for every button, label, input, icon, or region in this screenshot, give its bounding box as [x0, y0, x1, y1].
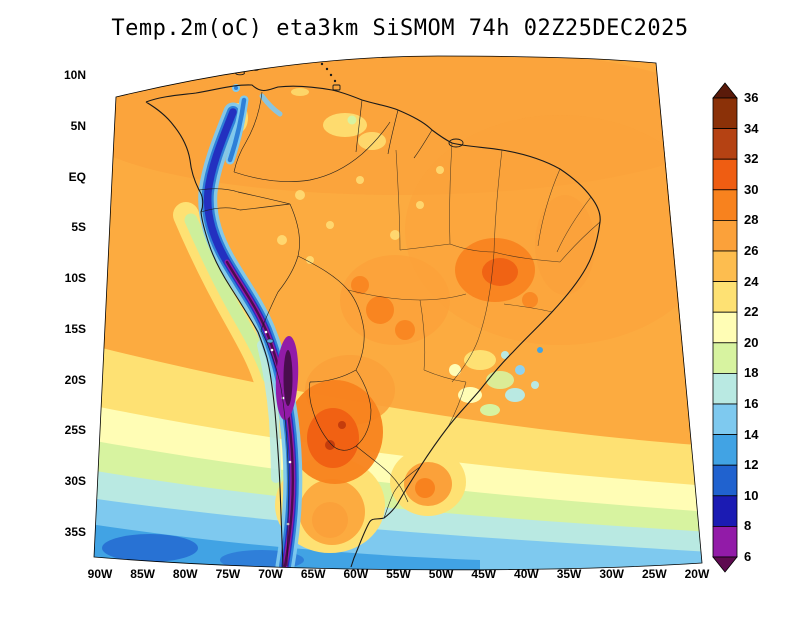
- colorbar-band: [713, 251, 737, 282]
- lat-tick-label: 25S: [38, 423, 86, 437]
- colorbar-tick-label: 20: [744, 335, 758, 351]
- weather-plot-page: Temp.2m(oC) eta3km SiSMOM 74h 02Z25DEC20…: [0, 0, 800, 618]
- colorbar-tick-label: 32: [744, 151, 758, 167]
- temperature-field: [70, 45, 730, 582]
- lat-tick-label: EQ: [38, 170, 86, 184]
- colorbar-tick-label: 8: [744, 518, 751, 534]
- lon-tick-label: 45W: [462, 567, 506, 581]
- lon-tick-label: 40W: [504, 567, 548, 581]
- colorbar-tick-label: 26: [744, 243, 758, 259]
- lat-tick-label: 10N: [38, 68, 86, 82]
- lon-tick-label: 30W: [590, 567, 634, 581]
- lat-tick-label: 15S: [38, 322, 86, 336]
- colorbar: [713, 83, 737, 572]
- colorbar-band: [713, 83, 737, 98]
- colorbar-band: [713, 190, 737, 221]
- colorbar-tick-label: 36: [744, 90, 758, 106]
- colorbar-tick-label: 10: [744, 488, 758, 504]
- colorbar-band: [713, 496, 737, 527]
- lon-tick-label: 60W: [334, 567, 378, 581]
- lon-tick-label: 20W: [675, 567, 719, 581]
- lat-tick-label: 10S: [38, 271, 86, 285]
- colorbar-tick-label: 12: [744, 457, 758, 473]
- colorbar-tick-label: 16: [744, 396, 758, 412]
- lat-tick-label: 30S: [38, 474, 86, 488]
- colorbar-tick-label: 14: [744, 427, 758, 443]
- lat-tick-label: 5S: [38, 220, 86, 234]
- colorbar-band: [713, 220, 737, 251]
- colorbar-band: [713, 373, 737, 404]
- temperature-map-canvas: [0, 0, 800, 618]
- lon-tick-label: 35W: [547, 567, 591, 581]
- colorbar-band: [713, 282, 737, 313]
- colorbar-band: [713, 526, 737, 557]
- lat-tick-label: 35S: [38, 525, 86, 539]
- colorbar-band: [713, 404, 737, 435]
- lon-tick-label: 85W: [121, 567, 165, 581]
- colorbar-tick-label: 30: [744, 182, 758, 198]
- lake-titicaca: [267, 339, 273, 343]
- lon-tick-label: 50W: [419, 567, 463, 581]
- lon-tick-label: 65W: [291, 567, 335, 581]
- colorbar-tick-label: 24: [744, 274, 758, 290]
- colorbar-band: [713, 159, 737, 190]
- colorbar-band: [713, 343, 737, 374]
- colorbar-band: [713, 435, 737, 466]
- colorbar-tick-label: 18: [744, 365, 758, 381]
- colorbar-tick-label: 6: [744, 549, 751, 565]
- colorbar-band: [713, 98, 737, 129]
- lon-tick-label: 55W: [376, 567, 420, 581]
- lon-tick-label: 75W: [206, 567, 250, 581]
- lon-tick-label: 70W: [249, 567, 293, 581]
- colorbar-tick-label: 22: [744, 304, 758, 320]
- lat-tick-label: 20S: [38, 373, 86, 387]
- colorbar-band: [713, 129, 737, 160]
- lon-tick-label: 80W: [163, 567, 207, 581]
- colorbar-band: [713, 312, 737, 343]
- colorbar-tick-label: 34: [744, 121, 758, 137]
- lon-tick-label: 90W: [78, 567, 122, 581]
- colorbar-band: [713, 465, 737, 496]
- lat-tick-label: 5N: [38, 119, 86, 133]
- lon-tick-label: 25W: [632, 567, 676, 581]
- colorbar-tick-label: 28: [744, 212, 758, 228]
